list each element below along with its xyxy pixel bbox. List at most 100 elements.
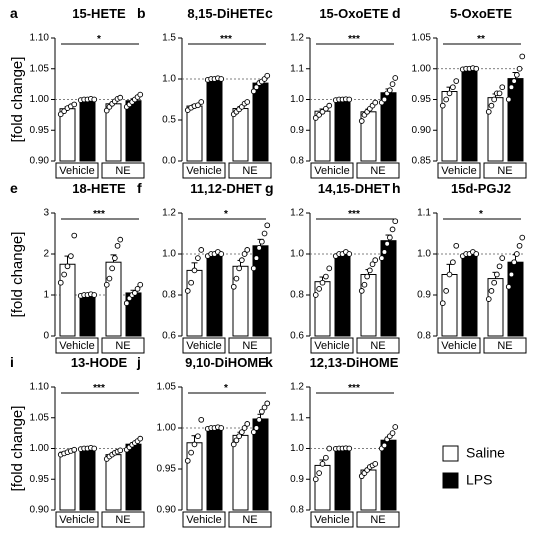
bar <box>380 240 397 337</box>
significance-marker: * <box>97 34 101 45</box>
data-point <box>103 107 110 114</box>
data-point <box>91 292 98 298</box>
significance-marker: *** <box>348 34 360 45</box>
data-point <box>312 292 319 298</box>
panel-e: e 18-HETE 0 1 2 3 *** Vehicle NE <box>10 180 145 354</box>
significance-marker: *** <box>93 209 105 220</box>
data-point <box>319 108 326 115</box>
group-label: NE <box>115 514 130 526</box>
data-point <box>505 283 512 290</box>
chart-title: 15-OxoETE <box>319 6 389 21</box>
data-point <box>198 416 205 423</box>
data-point <box>361 281 368 288</box>
y-tick-label: 0.95 <box>30 474 50 485</box>
data-point <box>261 230 268 237</box>
group-label: Vehicle <box>186 514 221 526</box>
y-tick-label: 1.00 <box>157 423 177 434</box>
y-tick-label: 0.90 <box>412 125 432 136</box>
data-point <box>250 429 257 435</box>
panel-letter: d <box>392 5 401 21</box>
chart-title: 18-HETE <box>72 181 126 196</box>
group-box <box>228 162 272 179</box>
group-label: NE <box>497 165 512 177</box>
y-tick-label: 0.90 <box>30 505 50 516</box>
data-point <box>446 271 453 278</box>
data-point <box>106 275 113 282</box>
data-point <box>198 99 205 105</box>
y-tick-label: 1.1 <box>290 412 304 423</box>
data-point <box>57 279 64 286</box>
data-point <box>264 222 271 229</box>
bar <box>186 105 203 162</box>
y-tick-label: 1.0 <box>290 443 304 454</box>
group-label: Vehicle <box>441 165 476 177</box>
significance-marker: * <box>224 209 228 220</box>
group-box <box>483 337 527 354</box>
data-point <box>316 286 322 292</box>
data-point <box>488 288 495 294</box>
bar <box>461 253 478 337</box>
data-point <box>505 96 512 103</box>
data-point <box>218 251 225 257</box>
data-point <box>117 94 124 101</box>
data-point <box>389 81 396 87</box>
group-box <box>310 511 354 528</box>
data-point <box>485 296 492 302</box>
bar <box>206 427 223 511</box>
chart-title: 9,10-DiHOME <box>185 355 267 370</box>
group-box <box>356 511 400 528</box>
y-tick-label: 1.00 <box>30 443 50 454</box>
data-point <box>188 279 194 286</box>
data-point <box>346 445 353 452</box>
data-point <box>381 96 388 103</box>
significance-marker: * <box>224 383 228 394</box>
data-point <box>137 281 144 288</box>
panel-letter: j <box>136 354 141 370</box>
group-box <box>101 337 145 354</box>
chart-title: 5-OxoETE <box>450 6 512 21</box>
data-point <box>439 102 446 109</box>
data-point <box>218 76 225 82</box>
group-box <box>356 162 400 179</box>
data-point <box>511 78 518 84</box>
data-point <box>389 430 396 436</box>
y-tick-label: 1.2 <box>290 33 304 44</box>
data-point <box>346 96 353 103</box>
y-tick-label: 1.05 <box>30 412 50 423</box>
data-point <box>117 236 124 243</box>
group-box <box>182 162 226 179</box>
data-point <box>369 261 376 268</box>
data-point <box>496 263 503 270</box>
data-point <box>244 247 251 253</box>
data-point <box>516 65 523 72</box>
data-point <box>71 232 78 239</box>
panel-g: g 14,15-DHET 0.6 0.8 1.0 1.2 *** Vehicle NE <box>265 180 400 354</box>
y-tick-label: 0.6 <box>290 331 304 342</box>
group-label: Vehicle <box>441 340 476 352</box>
y-tick-label: 2 <box>43 249 49 260</box>
y-tick-label: 0.90 <box>30 156 50 167</box>
legend-swatch <box>442 472 459 489</box>
chart-title: 8,15-DiHETE <box>187 6 265 21</box>
y-tick-label: 1 <box>43 290 49 301</box>
group-label: Vehicle <box>314 340 349 352</box>
panel-letter: c <box>265 5 273 21</box>
group-box <box>182 337 226 354</box>
legend-swatch <box>442 445 459 462</box>
data-point <box>378 255 385 261</box>
data-point <box>450 84 456 91</box>
data-point <box>346 251 353 257</box>
y-tick-label: 1.0 <box>162 74 176 85</box>
bar <box>487 278 504 337</box>
data-point <box>316 112 322 118</box>
panel-a: a 15-HETE 0.90 0.95 1.00 1.05 1.10 * Vehicle NE <box>10 5 145 179</box>
data-point <box>71 101 78 108</box>
data-point <box>508 84 515 91</box>
y-tick-label: 0.8 <box>290 156 304 167</box>
y-tick-label: 0.8 <box>290 505 304 516</box>
data-point <box>316 470 322 476</box>
data-point <box>381 442 388 449</box>
bar <box>186 269 203 337</box>
group-box <box>437 162 481 179</box>
y-tick-label: 0.95 <box>412 94 432 105</box>
